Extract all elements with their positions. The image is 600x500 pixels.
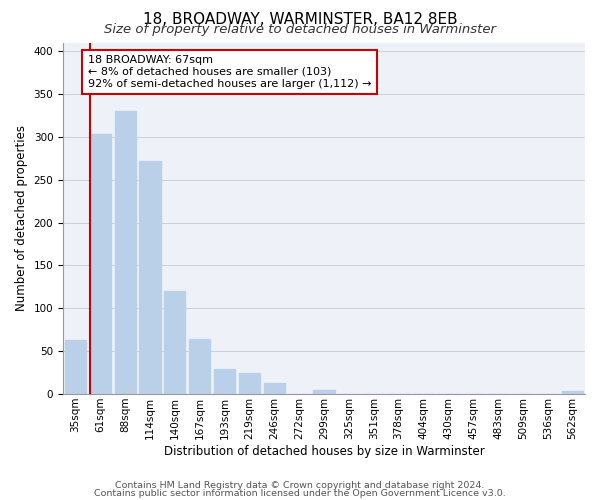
Bar [562,392,583,394]
Bar [90,134,111,394]
Bar [239,372,260,394]
Bar [65,340,86,394]
Bar [139,161,161,394]
Text: 18 BROADWAY: 67sqm
← 8% of detached houses are smaller (103)
92% of semi-detache: 18 BROADWAY: 67sqm ← 8% of detached hous… [88,56,371,88]
Text: 18, BROADWAY, WARMINSTER, BA12 8EB: 18, BROADWAY, WARMINSTER, BA12 8EB [143,12,457,28]
Bar [313,390,335,394]
Bar [164,291,185,394]
Text: Contains public sector information licensed under the Open Government Licence v3: Contains public sector information licen… [94,489,506,498]
X-axis label: Distribution of detached houses by size in Warminster: Distribution of detached houses by size … [164,444,484,458]
Bar [115,111,136,394]
Text: Size of property relative to detached houses in Warminster: Size of property relative to detached ho… [104,22,496,36]
Text: Contains HM Land Registry data © Crown copyright and database right 2024.: Contains HM Land Registry data © Crown c… [115,481,485,490]
Bar [264,383,285,394]
Y-axis label: Number of detached properties: Number of detached properties [15,126,28,312]
Bar [189,339,210,394]
Bar [214,369,235,394]
